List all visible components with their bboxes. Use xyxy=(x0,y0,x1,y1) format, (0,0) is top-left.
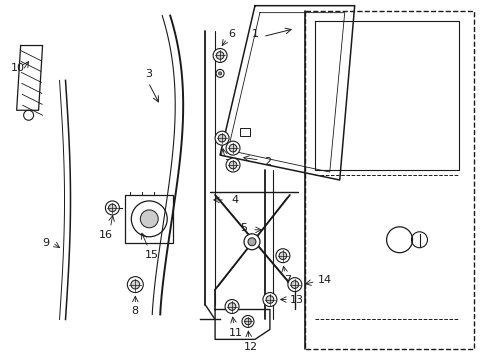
Circle shape xyxy=(275,249,289,263)
Text: 3: 3 xyxy=(144,69,151,80)
Text: 5: 5 xyxy=(240,223,247,233)
Circle shape xyxy=(218,134,225,142)
Circle shape xyxy=(215,131,228,145)
Circle shape xyxy=(216,51,224,59)
Text: 6: 6 xyxy=(228,28,235,39)
Text: 10: 10 xyxy=(11,63,24,73)
Circle shape xyxy=(225,158,240,172)
Text: 4: 4 xyxy=(231,195,238,205)
Circle shape xyxy=(228,303,235,310)
Circle shape xyxy=(229,161,236,169)
Text: 11: 11 xyxy=(228,328,243,338)
Circle shape xyxy=(290,281,298,288)
Circle shape xyxy=(263,293,276,306)
Text: 8: 8 xyxy=(131,306,139,316)
Text: 7: 7 xyxy=(224,159,231,169)
Circle shape xyxy=(131,280,140,289)
Text: 16: 16 xyxy=(98,230,112,240)
Text: 13: 13 xyxy=(289,294,303,305)
Circle shape xyxy=(225,141,240,155)
Circle shape xyxy=(242,315,253,328)
Circle shape xyxy=(105,201,119,215)
Circle shape xyxy=(218,72,221,75)
Circle shape xyxy=(287,278,301,292)
Text: 14: 14 xyxy=(317,275,331,285)
Circle shape xyxy=(216,69,224,77)
Text: 12: 12 xyxy=(244,342,258,352)
Text: 2: 2 xyxy=(264,157,271,167)
FancyBboxPatch shape xyxy=(125,195,173,243)
Circle shape xyxy=(127,276,143,293)
Circle shape xyxy=(265,296,273,303)
Circle shape xyxy=(229,144,236,152)
Text: 7: 7 xyxy=(284,275,291,285)
Circle shape xyxy=(244,318,251,325)
Circle shape xyxy=(244,234,260,250)
Text: 9: 9 xyxy=(42,238,49,248)
Text: 15: 15 xyxy=(145,250,159,260)
Text: 1: 1 xyxy=(251,28,258,39)
Circle shape xyxy=(224,300,239,314)
Circle shape xyxy=(247,238,255,246)
Circle shape xyxy=(213,49,226,62)
Circle shape xyxy=(140,210,158,228)
Circle shape xyxy=(108,204,116,212)
Bar xyxy=(240,128,249,136)
Circle shape xyxy=(279,252,286,260)
